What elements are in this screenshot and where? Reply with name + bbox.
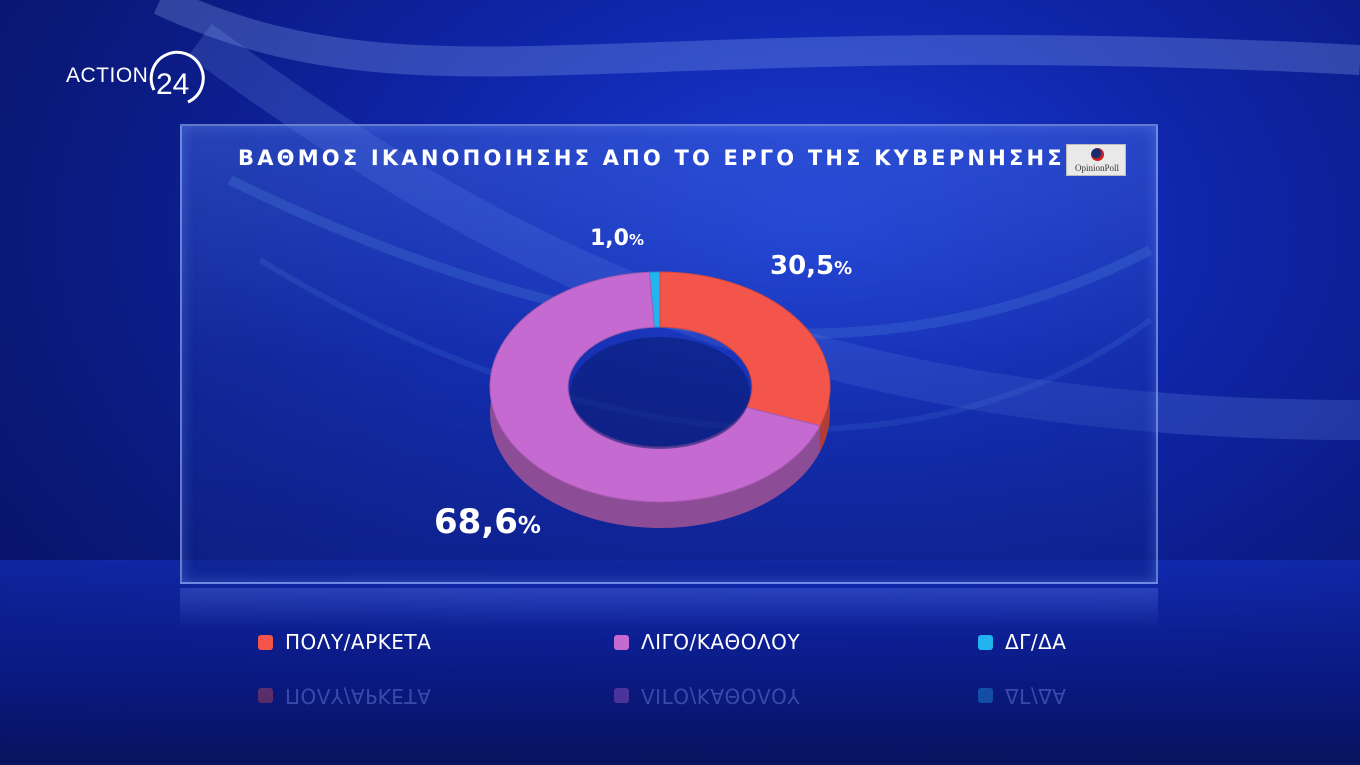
legend-reflection-poly: ΠΟΛΥ/ΑΡΚΕΤΑ <box>258 682 431 710</box>
legend-reflection-label-poly: ΠΟΛΥ/ΑΡΚΕΤΑ <box>285 684 432 708</box>
legend-label-ligo: ΛΙΓΟ/ΚΑΘΟΛΟΥ <box>641 630 801 654</box>
source-logo: OpinionPoll <box>1066 144 1126 176</box>
chart-title: ΒΑΘΜΟΣ ΙΚΑΝΟΠΟΙΗΣΗΣ ΑΠΟ ΤΟ ΕΡΓΟ ΤΗΣ ΚΥΒΕ… <box>238 146 1065 170</box>
legend-reflection-swatch-poly <box>258 688 273 704</box>
channel-logo-ring-icon: 24 <box>149 50 205 104</box>
legend-reflection-swatch-dgda <box>978 688 993 704</box>
legend-label-dgda: ΔΓ/ΔΑ <box>1005 630 1067 654</box>
donut-slice-poly <box>659 271 831 427</box>
legend-item-poly: ΠΟΛΥ/ΑΡΚΕΤΑ <box>258 628 431 656</box>
channel-logo: ACTION 24 <box>66 50 226 106</box>
channel-logo-text: ACTION <box>66 64 149 87</box>
legend-reflection-swatch-ligo <box>614 688 629 704</box>
legend-label-poly: ΠΟΛΥ/ΑΡΚΕΤΑ <box>285 630 432 654</box>
legend-item-dgda: ΔΓ/ΔΑ <box>978 628 1066 656</box>
panel-reflection <box>180 588 1158 628</box>
legend-swatch-dgda <box>978 634 993 650</box>
legend-reflection-dgda: ΔΓ/ΔΑ <box>978 682 1066 710</box>
data-label-ligo: 68,6% <box>434 502 541 542</box>
donut-hole <box>570 337 750 449</box>
legend-swatch-ligo <box>614 634 629 650</box>
data-label-poly: 30,5% <box>770 251 852 281</box>
stage-floor <box>0 560 1360 765</box>
channel-logo-number: 24 <box>156 68 189 101</box>
legend-reflection-label-dgda: ΔΓ/ΔΑ <box>1005 684 1067 708</box>
legend-item-ligo: ΛΙΓΟ/ΚΑΘΟΛΟΥ <box>614 628 800 656</box>
source-logo-text: OpinionPoll <box>1074 163 1119 173</box>
legend-swatch-poly <box>258 634 273 650</box>
legend-reflection-label-ligo: ΛΙΓΟ/ΚΑΘΟΛΟΥ <box>641 684 801 708</box>
data-label-dgda: 1,0% <box>590 226 644 251</box>
source-logo-icon <box>1091 148 1104 161</box>
legend-reflection-ligo: ΛΙΓΟ/ΚΑΘΟΛΟΥ <box>614 682 800 710</box>
